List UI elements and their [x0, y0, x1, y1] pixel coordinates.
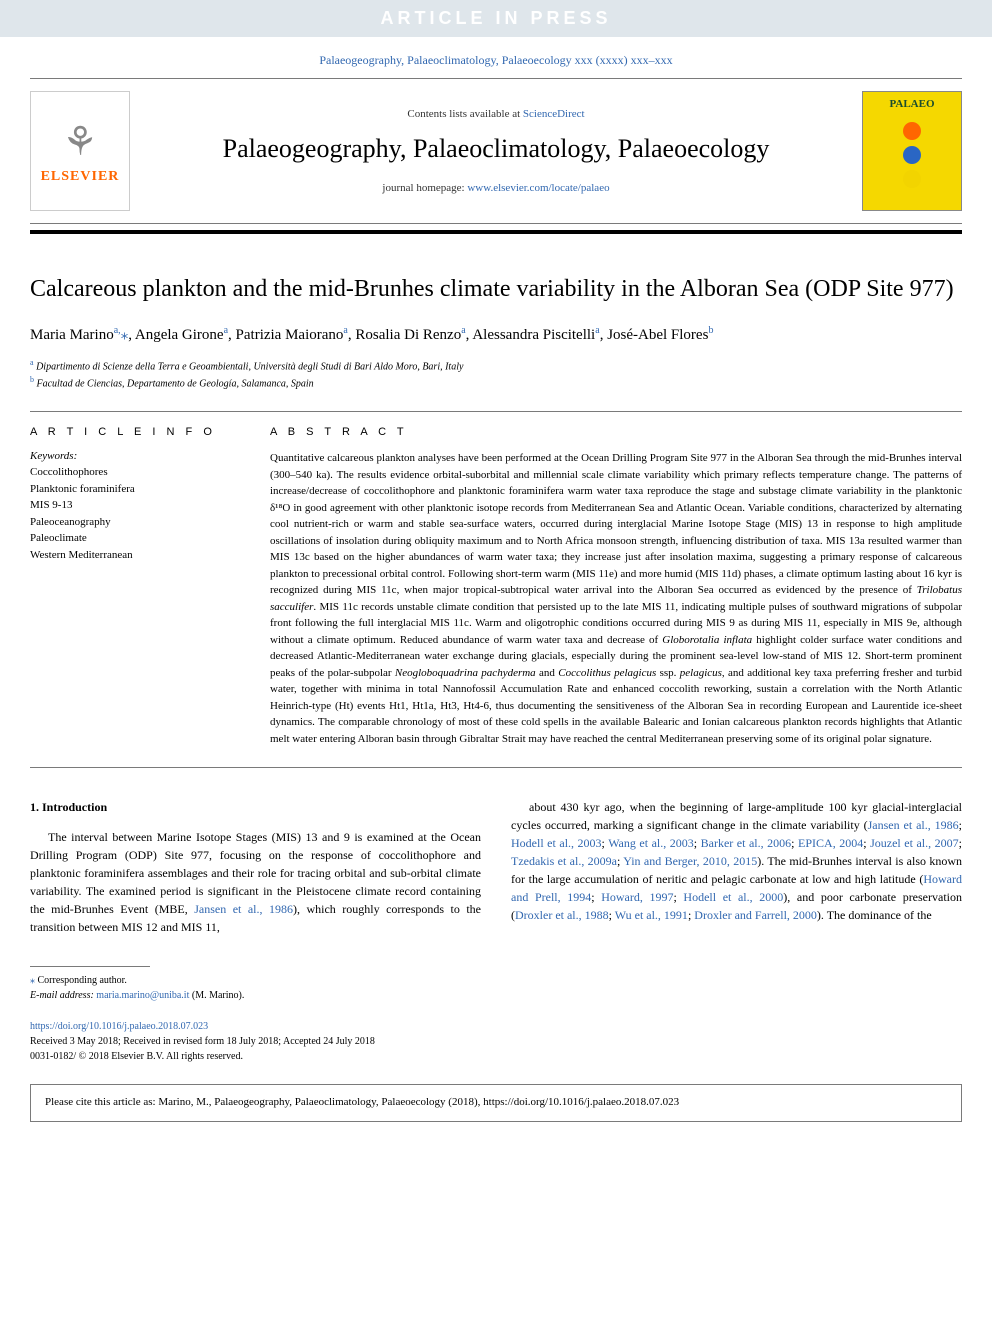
body-columns: 1. Introduction The interval between Mar… [30, 798, 962, 936]
cite-box: Please cite this article as: Marino, M.,… [30, 1084, 962, 1121]
corresponding-footnote: ⁎ Corresponding author. [30, 973, 962, 988]
journal-cover: PALAEO [862, 91, 962, 211]
cover-dot-3 [903, 170, 921, 188]
homepage-line: journal homepage: www.elsevier.com/locat… [130, 182, 862, 194]
keywords-label: Keywords: [30, 450, 240, 462]
abstract-block: A B S T R A C T Quantitative calcareous … [270, 426, 962, 747]
cover-dot-1 [903, 122, 921, 140]
section-1-p1: The interval between Marine Isotope Stag… [30, 828, 481, 936]
authors-line: Maria Marinoa,⁎, Angela Gironea, Patrizi… [30, 323, 962, 347]
footnote-separator [30, 966, 150, 967]
elsevier-tree-icon: ⚘ [62, 118, 98, 165]
cover-dot-2 [903, 146, 921, 164]
footnotes: ⁎ Corresponding author. E-mail address: … [30, 973, 962, 1003]
cover-label: PALAEO [889, 98, 934, 110]
affiliations: a Dipartimento di Scienze della Terra e … [30, 357, 962, 392]
header-underline [30, 230, 962, 234]
sciencedirect-link[interactable]: ScienceDirect [523, 108, 585, 120]
received-line: Received 3 May 2018; Received in revised… [30, 1036, 375, 1047]
main-content: Calcareous plankton and the mid-Brunhes … [0, 274, 992, 1064]
article-info-label: A R T I C L E I N F O [30, 426, 240, 438]
article-title: Calcareous plankton and the mid-Brunhes … [30, 274, 962, 305]
elsevier-logo: ⚘ ELSEVIER [30, 91, 130, 211]
copyright-line: 0031-0182/ © 2018 Elsevier B.V. All righ… [30, 1051, 243, 1062]
article-info: A R T I C L E I N F O Keywords: Coccolit… [30, 426, 240, 747]
body-col-right: about 430 kyr ago, when the beginning of… [511, 798, 962, 936]
article-in-press-banner: ARTICLE IN PRESS [0, 0, 992, 37]
abstract-text: Quantitative calcareous plankton analyse… [270, 450, 962, 747]
contents-line: Contents lists available at ScienceDirec… [130, 108, 862, 120]
body-col-left: 1. Introduction The interval between Mar… [30, 798, 481, 936]
email-footnote: E-mail address: maria.marino@uniba.it (M… [30, 988, 962, 1003]
cover-dots [903, 122, 921, 188]
keywords-list: CoccolithophoresPlanktonic foraminiferaM… [30, 464, 240, 563]
section-1-heading: 1. Introduction [30, 798, 481, 816]
doi-block: https://doi.org/10.1016/j.palaeo.2018.07… [30, 1019, 962, 1064]
homepage-prefix: journal homepage: [382, 182, 467, 194]
elsevier-name: ELSEVIER [41, 169, 120, 185]
info-abstract-row: A R T I C L E I N F O Keywords: Coccolit… [30, 426, 962, 747]
contents-prefix: Contents lists available at [407, 108, 522, 120]
journal-title: Palaeogeography, Palaeoclimatology, Pala… [130, 134, 862, 164]
abstract-label: A B S T R A C T [270, 426, 962, 438]
homepage-link[interactable]: www.elsevier.com/locate/palaeo [467, 182, 609, 194]
journal-header: ⚘ ELSEVIER Contents lists available at S… [30, 78, 962, 224]
doi-link[interactable]: https://doi.org/10.1016/j.palaeo.2018.07… [30, 1021, 208, 1032]
section-1-p2: about 430 kyr ago, when the beginning of… [511, 798, 962, 924]
journal-reference: Palaeogeography, Palaeoclimatology, Pala… [0, 37, 992, 78]
divider-2 [30, 767, 962, 768]
header-center: Contents lists available at ScienceDirec… [130, 108, 862, 194]
divider-1 [30, 411, 962, 412]
email-link[interactable]: maria.marino@uniba.it [96, 990, 189, 1001]
